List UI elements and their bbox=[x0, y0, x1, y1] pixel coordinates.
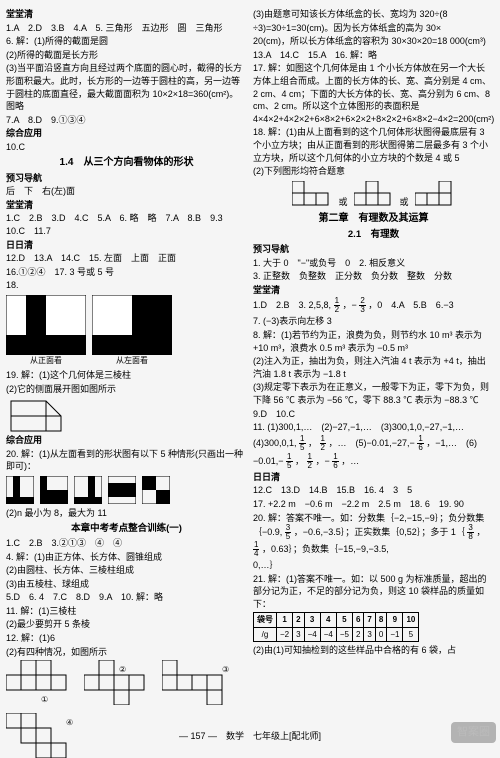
heading: 预习导航 bbox=[253, 243, 494, 256]
text: (3)当平面沿竖直方向且经过两个底面的圆心时，截得的长方形面积最大。此时，长方形… bbox=[6, 62, 247, 112]
heading: 堂堂清 bbox=[6, 8, 247, 21]
text: 7. (−3)表示向左移 3 bbox=[253, 315, 494, 328]
text: 21. 解：(1)答案不唯一。如：以 500 g 为标准质量，超出的部分记为正，… bbox=[253, 573, 494, 611]
heading: 堂堂清 bbox=[6, 199, 247, 212]
sub-title: 本章中考考点整合训练(一) bbox=[6, 522, 247, 535]
table-row: /g−23−4−4−5230−15 bbox=[254, 627, 419, 641]
text: 6. 解：(1)所得的截面是圆 bbox=[6, 35, 247, 48]
or-text: 或 bbox=[338, 196, 347, 209]
front-view-shape bbox=[6, 295, 86, 355]
section-title: 2.1 有理数 bbox=[253, 228, 494, 241]
watermark: 智案圈 bbox=[451, 722, 496, 743]
text: 19. 解：(1)这个几何体是三棱柱 bbox=[6, 369, 247, 382]
svg-text:④: ④ bbox=[66, 718, 73, 727]
text: 18. bbox=[6, 279, 247, 292]
text: 13.A 14.C 15.A 16. 解：略 bbox=[253, 49, 494, 62]
svg-text:①: ① bbox=[41, 695, 48, 704]
heading: 预习导航 bbox=[6, 172, 247, 185]
heading: 综合应用 bbox=[6, 434, 247, 447]
svg-text:③: ③ bbox=[222, 665, 229, 674]
left-column: 堂堂清 1.A 2.D 3.B 4.A 5. 三角形 五边形 圆 三角形 6. … bbox=[6, 8, 247, 727]
text: 12.D 13.A 14.C 15. 左面 上面 正面 bbox=[6, 252, 247, 265]
right-column: (3)由题意可知该长方体纸盒的长、宽均为 320÷(8 ÷3)=30÷1=30(… bbox=[253, 8, 494, 727]
svg-text:②: ② bbox=[119, 665, 126, 674]
text: (2)它的侧面展开图如图所示 bbox=[6, 383, 247, 396]
text: 8. 解：(1)若节约为正，浪费为负，则节约水 10 m³ 表示为 +10 m³… bbox=[253, 329, 494, 354]
table-header-row: 袋号12345678910 bbox=[254, 613, 419, 627]
page-footer: — 157 — 数学 七年级上[配北师] bbox=[0, 730, 500, 743]
text: 后 下 右(左)面 bbox=[6, 185, 247, 198]
cube-net-2: ② bbox=[84, 660, 154, 705]
text: 0,…｝ bbox=[253, 559, 494, 572]
text: (2)有四种情况，如图所示 bbox=[6, 646, 247, 659]
text: (3)规定零下表示为在正意义，一般零下为正，零下为负，则下降 56 ℃ 表示为 … bbox=[253, 381, 494, 406]
text: (2)由圆柱、长方体、三棱柱组成 bbox=[6, 564, 247, 577]
text: 12.C 13.D 14.B 15.B 16. 4 3 5 bbox=[253, 484, 494, 497]
or-text: 或 bbox=[400, 196, 409, 209]
text: 18. 解：(1)由从上面看到的这个几何体形状图得最底层有 3 个小立方块；由从… bbox=[253, 126, 494, 164]
polyomino bbox=[6, 476, 34, 504]
text: 11. 解：(1)三棱柱 bbox=[6, 605, 247, 618]
section-title: 1.4 从三个方向看物体的形状 bbox=[6, 156, 247, 170]
cube-shapes: 或 或 bbox=[253, 181, 494, 209]
chapter-title: 第二章 有理数及其运算 bbox=[253, 212, 494, 226]
polyomino bbox=[292, 181, 332, 209]
text: 9.D 10.C bbox=[253, 408, 494, 421]
polyomino bbox=[40, 476, 68, 504]
polyomino bbox=[108, 476, 136, 504]
text: (2)最少要剪开 5 条棱 bbox=[6, 618, 247, 631]
text: 4. 解：(1)由正方体、长方体、圆锥组成 bbox=[6, 551, 247, 564]
heading: 堂堂清 bbox=[253, 284, 494, 297]
text: 10.C bbox=[6, 141, 247, 154]
five-shapes-row bbox=[6, 476, 247, 504]
text: (2)下列图形均符合题意 bbox=[253, 165, 494, 178]
text: 11. (1)300,1,… (2)−27,−1,… (3)300,1,0,−2… bbox=[253, 421, 494, 434]
text: 5.D 6. 4 7.C 8.D 9.A 10. 解：略 bbox=[6, 591, 247, 604]
text: 20(cm)，所以长方体纸盒的容积为 30×30×20=18 000(cm³) bbox=[253, 35, 494, 48]
text: 16.①②④ 17. 3 号或 5 号 bbox=[6, 266, 247, 279]
text: (3)由五棱柱、球组成 bbox=[6, 578, 247, 591]
caption: 从左面看 bbox=[92, 355, 172, 366]
text: (3)由题意可知该长方体纸盒的长、宽均为 320÷(8 bbox=[253, 8, 494, 21]
polyomino bbox=[415, 181, 455, 209]
heading: 日日清 bbox=[253, 471, 494, 484]
text: 1.C 2.B 3.D 4.C 5.A 6. 略 略 7.A 8.B 9.3 1… bbox=[6, 212, 247, 237]
text: −0.01,− 15 ， 12 ，− 16 ，… bbox=[253, 453, 494, 470]
text: 12. 解：(1)6 bbox=[6, 632, 247, 645]
view-shapes: 从正面看 从左面看 bbox=[6, 295, 247, 366]
text: 20. 解：答案不唯一。如：分数集｛−2,−15,−9｝；负分数集｛−0.9, … bbox=[253, 512, 494, 559]
cube-net-3: ③ bbox=[162, 660, 232, 705]
prism-net bbox=[6, 396, 66, 434]
text: (2)n 最小为 8，最大为 11 bbox=[6, 507, 247, 520]
caption: 从正面看 bbox=[6, 355, 86, 366]
text: 1.C 2.B 3.②①③ ④ ④ bbox=[6, 537, 247, 550]
text: 20. 解：(1)从左面看到的形状图有以下 5 种情形(只画出一种即可)： bbox=[6, 448, 247, 473]
text: (4)300,0,1, 15 ， 12 ，… (5)−0.01,−27,− 16… bbox=[253, 435, 494, 452]
left-view-shape bbox=[92, 295, 172, 355]
cube-net-1: ① bbox=[6, 660, 76, 705]
text: 3. 正整数 负整数 正分数 负分数 整数 分数 bbox=[253, 270, 494, 283]
polyomino bbox=[142, 476, 170, 504]
polyomino bbox=[74, 476, 102, 504]
heading: 日日清 bbox=[6, 239, 247, 252]
text: (2)所得的截面是长方形 bbox=[6, 49, 247, 62]
text: (2)由(1)可知抽检到的这些样品中合格的有 6 袋，占 bbox=[253, 644, 494, 657]
text: 7.A 8.D 9.①③④ bbox=[6, 114, 247, 127]
text: 1. 大于 0 "−"或负号 0 2. 相反意义 bbox=[253, 257, 494, 270]
text: 1.A 2.D 3.B 4.A 5. 三角形 五边形 圆 三角形 bbox=[6, 22, 247, 35]
text: 17. 解：如图这个几何体是由 1 个小长方体放在另一个大长方体上组合而成。上面… bbox=[253, 62, 494, 125]
cube-nets: ① ② ③ bbox=[6, 660, 247, 758]
text: (2)注入为正，抽出为负，则注入汽油 4 t 表示为 +4 t，抽出汽油 1.8… bbox=[253, 355, 494, 380]
text: 1.D 2.B 3. 2,5,8, 12 ，− 23 ，0 4.A 5.B 6.… bbox=[253, 297, 494, 314]
sample-table: 袋号12345678910 /g−23−4−4−5230−15 bbox=[253, 612, 419, 641]
text: ÷3)=30÷1=30(cm)。因为长方体纸盒的高为 30× bbox=[253, 22, 494, 35]
polyomino bbox=[354, 181, 394, 209]
text: 17. +2.2 m −0.6 m −2.2 m 2.5 m 18. 6 19.… bbox=[253, 498, 494, 511]
heading: 综合应用 bbox=[6, 127, 247, 140]
